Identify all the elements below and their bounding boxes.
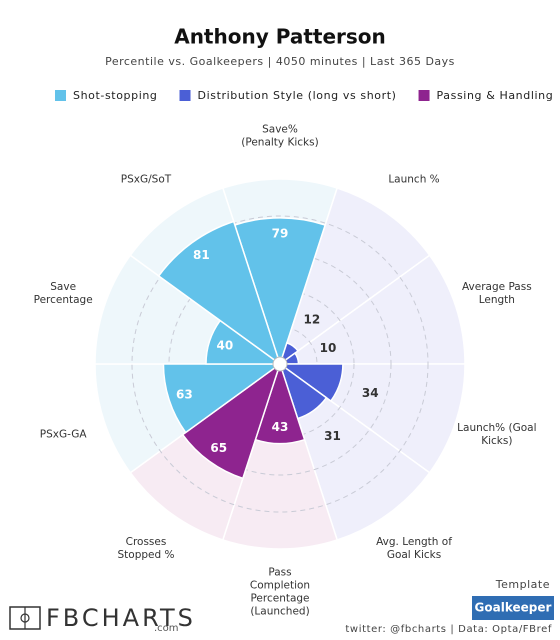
template-name: Goalkeeper (475, 601, 552, 615)
value-label: 63 (176, 388, 193, 402)
template-badge (472, 596, 554, 620)
template-label: Template (495, 578, 550, 591)
slice-background (221, 361, 339, 550)
bar (181, 362, 282, 480)
legend-swatch (55, 90, 66, 101)
brand: FBCHARTS (46, 604, 196, 632)
category-label: Save% (Penalty Kicks) (241, 124, 318, 149)
legend-label: Passing & Handling (437, 89, 554, 102)
legend-label: Distribution Style (long vs short) (198, 89, 397, 102)
value-label: 79 (272, 226, 289, 240)
center-dot (272, 356, 288, 372)
category-label: Pass Completion Percentage (Launched) (250, 567, 310, 618)
credit: twitter: @fbcharts | Data: Opta/FBref (345, 624, 552, 635)
bar (157, 220, 282, 366)
legend: Shot-stopping Distribution Style (long vs… (55, 89, 553, 102)
value-label: 34 (362, 386, 379, 400)
brand-logo: FBCHARTS .com (9, 604, 196, 634)
category-label: Average Pass Length (462, 281, 532, 306)
category-label: Avg. Length of Goal Kicks (376, 536, 452, 561)
value-label: 43 (272, 420, 289, 434)
value-label: 81 (193, 248, 210, 262)
slice-background (277, 254, 466, 365)
category-label: Save Percentage (34, 281, 93, 306)
bar (162, 363, 283, 434)
slice-background (278, 187, 431, 366)
category-label: Launch % (388, 174, 439, 186)
value-label: 31 (324, 429, 341, 443)
bar (277, 363, 344, 403)
grid-circle (205, 289, 355, 439)
bar (233, 217, 327, 367)
value-label: 12 (304, 313, 321, 327)
chart-title: Anthony Patterson (174, 25, 386, 49)
category-label: PSxG-GA (40, 428, 88, 440)
chart-subtitle: Percentile vs. Goalkeepers | 4050 minute… (105, 55, 455, 68)
legend-swatch (418, 90, 430, 101)
category-label: Launch% (Goal Kicks) (457, 422, 536, 447)
category-label: PSxG/SoT (121, 174, 172, 186)
value-label: 65 (210, 441, 227, 455)
value-label: 40 (216, 339, 233, 353)
legend-swatch (179, 90, 191, 101)
legend-label: Shot-stopping (73, 89, 158, 102)
value-label: 10 (320, 341, 337, 355)
category-label: Crosses Stopped % (117, 536, 174, 561)
logo-icon-circle (20, 613, 30, 623)
grid-circle (131, 215, 429, 513)
brand-suffix: .com (154, 623, 179, 634)
plot: 79 12 10 34 31 43 65 63 40 81 Save% (Penalty Kicks)… (34, 124, 537, 618)
